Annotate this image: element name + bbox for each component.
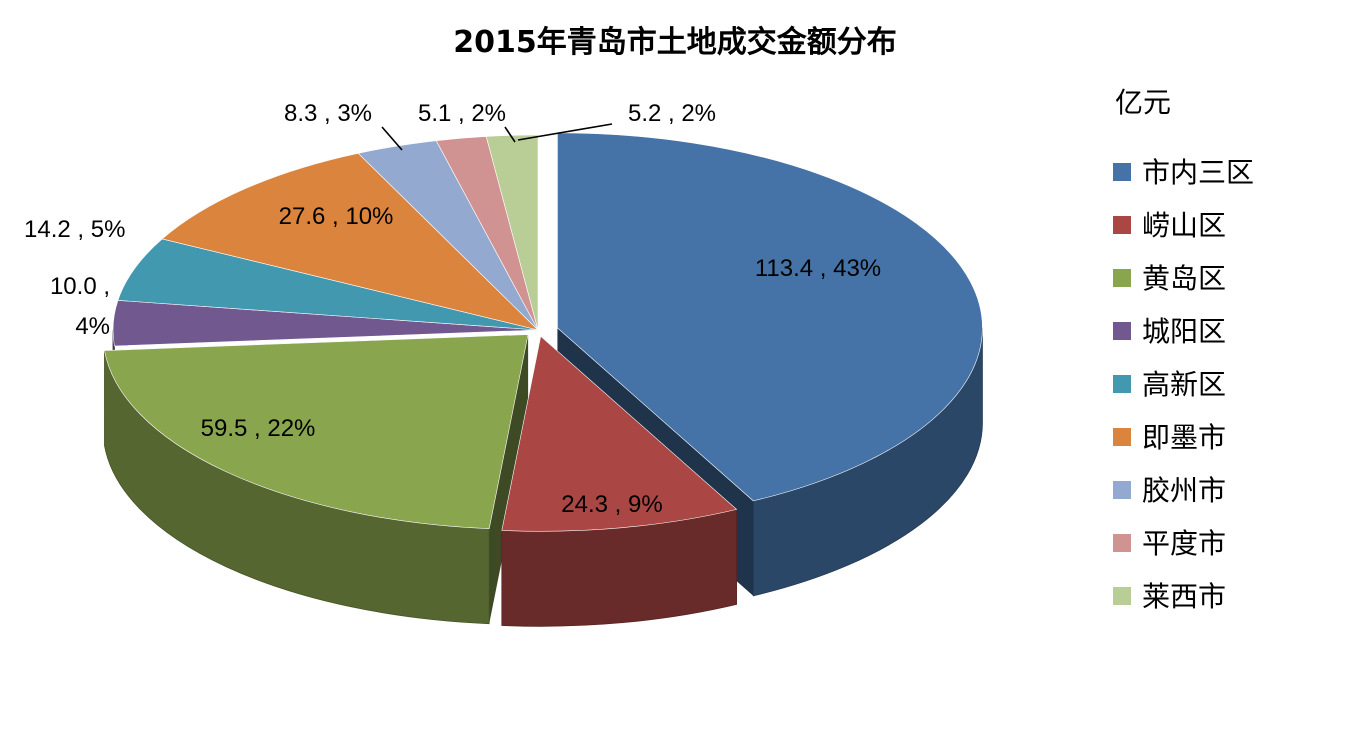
data-label-0: 113.4 , 43% bbox=[755, 255, 881, 282]
legend-swatch-4 bbox=[1113, 375, 1131, 393]
pie-slice-8 bbox=[485, 134, 539, 331]
legend-swatch-3 bbox=[1113, 322, 1131, 340]
leader-line-6 bbox=[381, 126, 403, 151]
unit-label: 亿元 bbox=[1115, 86, 1171, 119]
legend-label-1: 崂山区 bbox=[1142, 209, 1226, 242]
legend-label-2: 黄岛区 bbox=[1142, 262, 1226, 295]
data-labels: 113.4 , 43% 24.3 , 9% 59.5 , 22% 10.0 , 4% 14… bbox=[24, 100, 881, 518]
pie-group bbox=[104, 132, 983, 627]
leader-line-8 bbox=[517, 123, 613, 141]
data-label-5: 27.6 , 10% bbox=[279, 203, 394, 230]
data-label-8: 5.2 , 2% bbox=[628, 100, 716, 127]
pie-slice-1 bbox=[501, 335, 738, 532]
pie-slice-4 bbox=[117, 238, 539, 331]
legend-label-7: 平度市 bbox=[1142, 527, 1226, 560]
data-label-7: 5.1 , 2% bbox=[418, 100, 506, 127]
pie-slice-2 bbox=[104, 334, 529, 530]
data-label-1: 24.3 , 9% bbox=[561, 491, 662, 518]
legend-label-0: 市内三区 bbox=[1142, 156, 1254, 189]
data-label-3: 10.0 , 4% bbox=[50, 273, 110, 340]
pie-slice-0 bbox=[557, 132, 983, 502]
legend-swatch-0 bbox=[1113, 163, 1131, 181]
legend-swatch-1 bbox=[1113, 216, 1131, 234]
legend-label-5: 即墨市 bbox=[1142, 421, 1226, 454]
leader-line-7 bbox=[504, 126, 516, 143]
legend-label-6: 胶州市 bbox=[1142, 474, 1226, 507]
pie-slice-5 bbox=[161, 152, 539, 331]
legend-label-3: 城阳区 bbox=[1142, 315, 1226, 348]
data-label-6: 8.3 , 3% bbox=[284, 100, 372, 127]
data-label-4: 14.2 , 5% bbox=[24, 216, 125, 243]
legend-swatch-6 bbox=[1113, 481, 1131, 499]
legend-swatch-8 bbox=[1113, 587, 1131, 605]
pie-cut-2-0 bbox=[489, 334, 529, 624]
legend-label-4: 高新区 bbox=[1142, 368, 1226, 401]
legend-swatch-2 bbox=[1113, 269, 1131, 287]
chart-title: 2015年青岛市土地成交金额分布 bbox=[453, 25, 897, 60]
data-label-2: 59.5 , 22% bbox=[201, 415, 316, 442]
legend-swatch-7 bbox=[1113, 534, 1131, 552]
legend-swatch-5 bbox=[1113, 428, 1131, 446]
legend-label-8: 莱西市 bbox=[1142, 580, 1226, 613]
